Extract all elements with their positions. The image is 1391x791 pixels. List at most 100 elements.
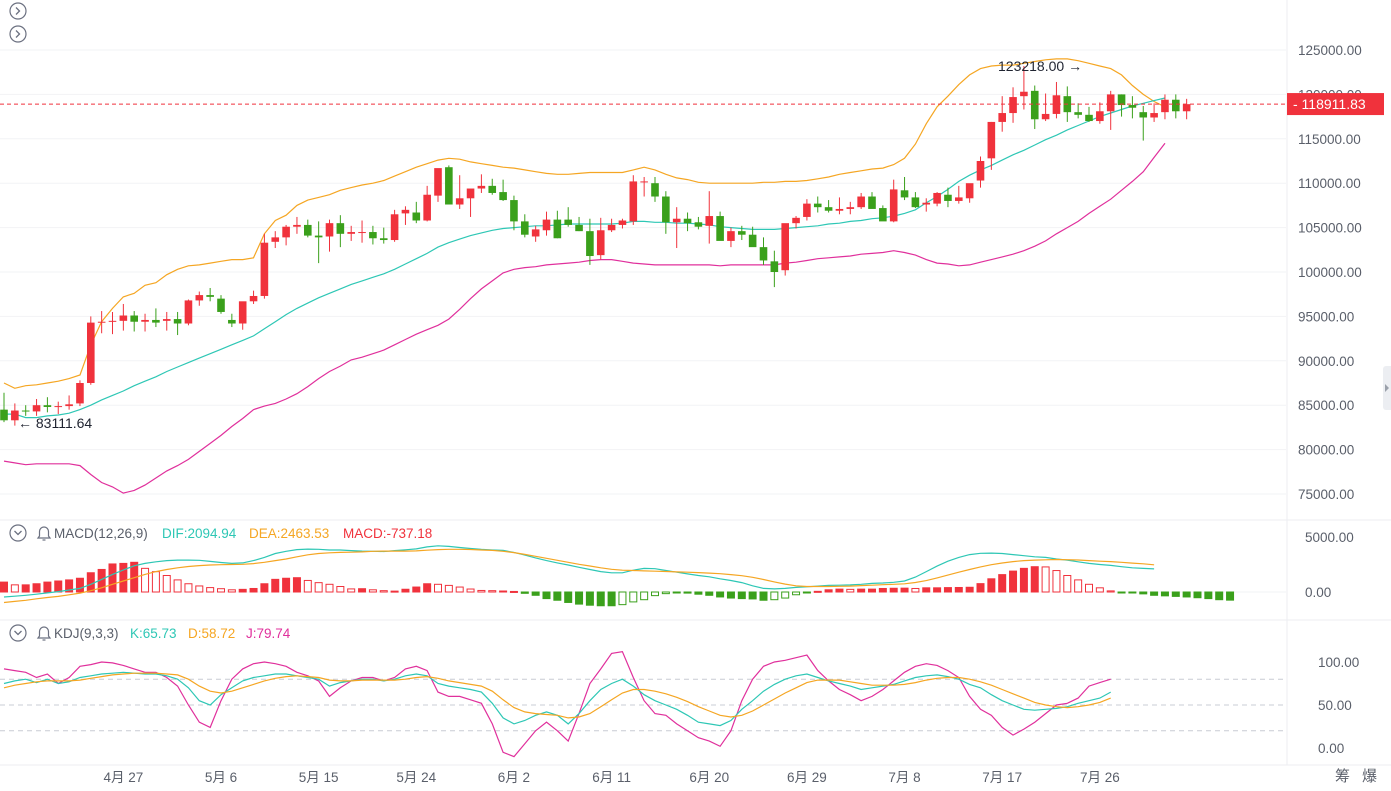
macd-bar: [249, 587, 258, 593]
candle-body: [173, 319, 182, 324]
macd-bar: [119, 562, 128, 593]
macd-bar: [1030, 566, 1039, 593]
candle-body: [325, 223, 334, 237]
macd-bar: [75, 577, 84, 593]
macd-bar: [217, 588, 225, 593]
candle-body: [1161, 99, 1169, 113]
kdj-axis: 100.00 50.00 0.00: [1318, 655, 1359, 756]
macd-bar: [401, 588, 410, 593]
candle-body: [445, 167, 453, 205]
candle-body: [510, 200, 518, 222]
candle-body: [477, 185, 486, 189]
candle-body: [358, 232, 366, 234]
candle-body: [813, 203, 822, 208]
candle-body: [976, 161, 985, 181]
macd-bar: [162, 575, 171, 593]
candle-body: [987, 121, 996, 159]
time-tick-label: 7月 26: [1080, 770, 1120, 785]
candle-body: [379, 238, 388, 241]
macd-bar: [564, 591, 573, 603]
macd-bar: [292, 577, 301, 593]
candle-body: [933, 192, 941, 204]
bell-icon[interactable]: [36, 526, 52, 541]
price-tick-label: 125000.00: [1298, 43, 1362, 58]
macd-bar: [813, 590, 822, 593]
candle-body: [238, 301, 247, 324]
macd-bar: [683, 591, 692, 594]
candle-body: [293, 224, 301, 227]
time-tick-label: 5月 15: [299, 770, 339, 785]
expand-button-2[interactable]: [9, 25, 27, 43]
liquidation-label[interactable]: 爆: [1362, 768, 1377, 785]
macd-bar: [726, 591, 735, 599]
macd-bar: [227, 589, 236, 593]
time-tick-label: 6月 2: [498, 770, 530, 785]
candle-body: [629, 181, 638, 222]
candle-body: [640, 181, 648, 183]
macd-dif-line: [3, 545, 1155, 598]
macd-bar: [1106, 590, 1115, 593]
candle-body: [228, 319, 236, 324]
macd-bar: [477, 589, 486, 593]
current-price-tag: [1287, 93, 1384, 116]
candle-body: [618, 220, 627, 225]
candle-body: [65, 404, 73, 407]
candle-body: [260, 242, 269, 296]
chip-distribution-label[interactable]: 筹: [1335, 768, 1350, 785]
macd-bar: [965, 586, 974, 593]
candle-body: [944, 194, 952, 201]
candle-body: [607, 224, 616, 231]
candle-body: [846, 207, 855, 209]
kdj-collapse-button[interactable]: [9, 624, 27, 642]
kdj-d-line: [3, 672, 1111, 719]
candle-body: [54, 406, 63, 408]
candle-body: [347, 232, 355, 234]
candle-body: [1117, 94, 1126, 106]
price-tick-label: 100000.00: [1298, 265, 1362, 280]
macd-bar: [585, 591, 594, 606]
macd-bar: [943, 587, 952, 593]
candle-body: [87, 322, 95, 383]
candle-body: [792, 217, 800, 224]
macd-bar: [466, 588, 475, 593]
macd-bar: [86, 572, 95, 593]
macd-bar: [748, 591, 757, 600]
macd-bar: [379, 590, 388, 593]
kdj-d-value: D:58.72: [188, 626, 235, 641]
bell-icon[interactable]: [36, 626, 52, 641]
candle-body: [770, 261, 779, 272]
macd-bar: [661, 591, 670, 595]
chevron-right-icon: [15, 30, 21, 38]
candle-body: [304, 224, 312, 236]
macd-bar: [607, 591, 616, 607]
macd-bar: [1139, 591, 1148, 595]
macd-collapse-button[interactable]: [9, 524, 27, 542]
macd-bar: [206, 587, 215, 593]
current-price-value: - 118911.83: [1293, 96, 1366, 112]
macd-bar: [1215, 591, 1224, 601]
macd-bar: [347, 588, 356, 593]
candle-body: [1106, 94, 1115, 112]
chevron-down-icon: [14, 630, 22, 636]
macd-bar: [271, 578, 280, 593]
macd-bar: [596, 591, 605, 607]
side-panel-handle[interactable]: [1383, 366, 1391, 410]
macd-lines: [3, 545, 1155, 604]
candle-body: [401, 209, 410, 214]
candle-body: [1139, 112, 1148, 118]
candle-body: [738, 231, 746, 235]
macd-bar: [21, 584, 30, 593]
price-tick-label: 85000.00: [1298, 398, 1354, 413]
macd-bar: [32, 583, 41, 593]
candle-body: [184, 300, 193, 324]
chevron-down-icon: [14, 530, 22, 536]
macd-bar: [488, 590, 497, 593]
macd-bar: [1085, 583, 1093, 593]
expand-button-1[interactable]: [9, 2, 27, 20]
macd-bar: [531, 591, 540, 596]
macd-bar: [1171, 591, 1180, 597]
candle-body: [1009, 97, 1017, 114]
candle-body: [97, 321, 106, 323]
kdj-grid: [0, 678, 1286, 732]
kdj-tick-label: 100.00: [1318, 655, 1359, 670]
